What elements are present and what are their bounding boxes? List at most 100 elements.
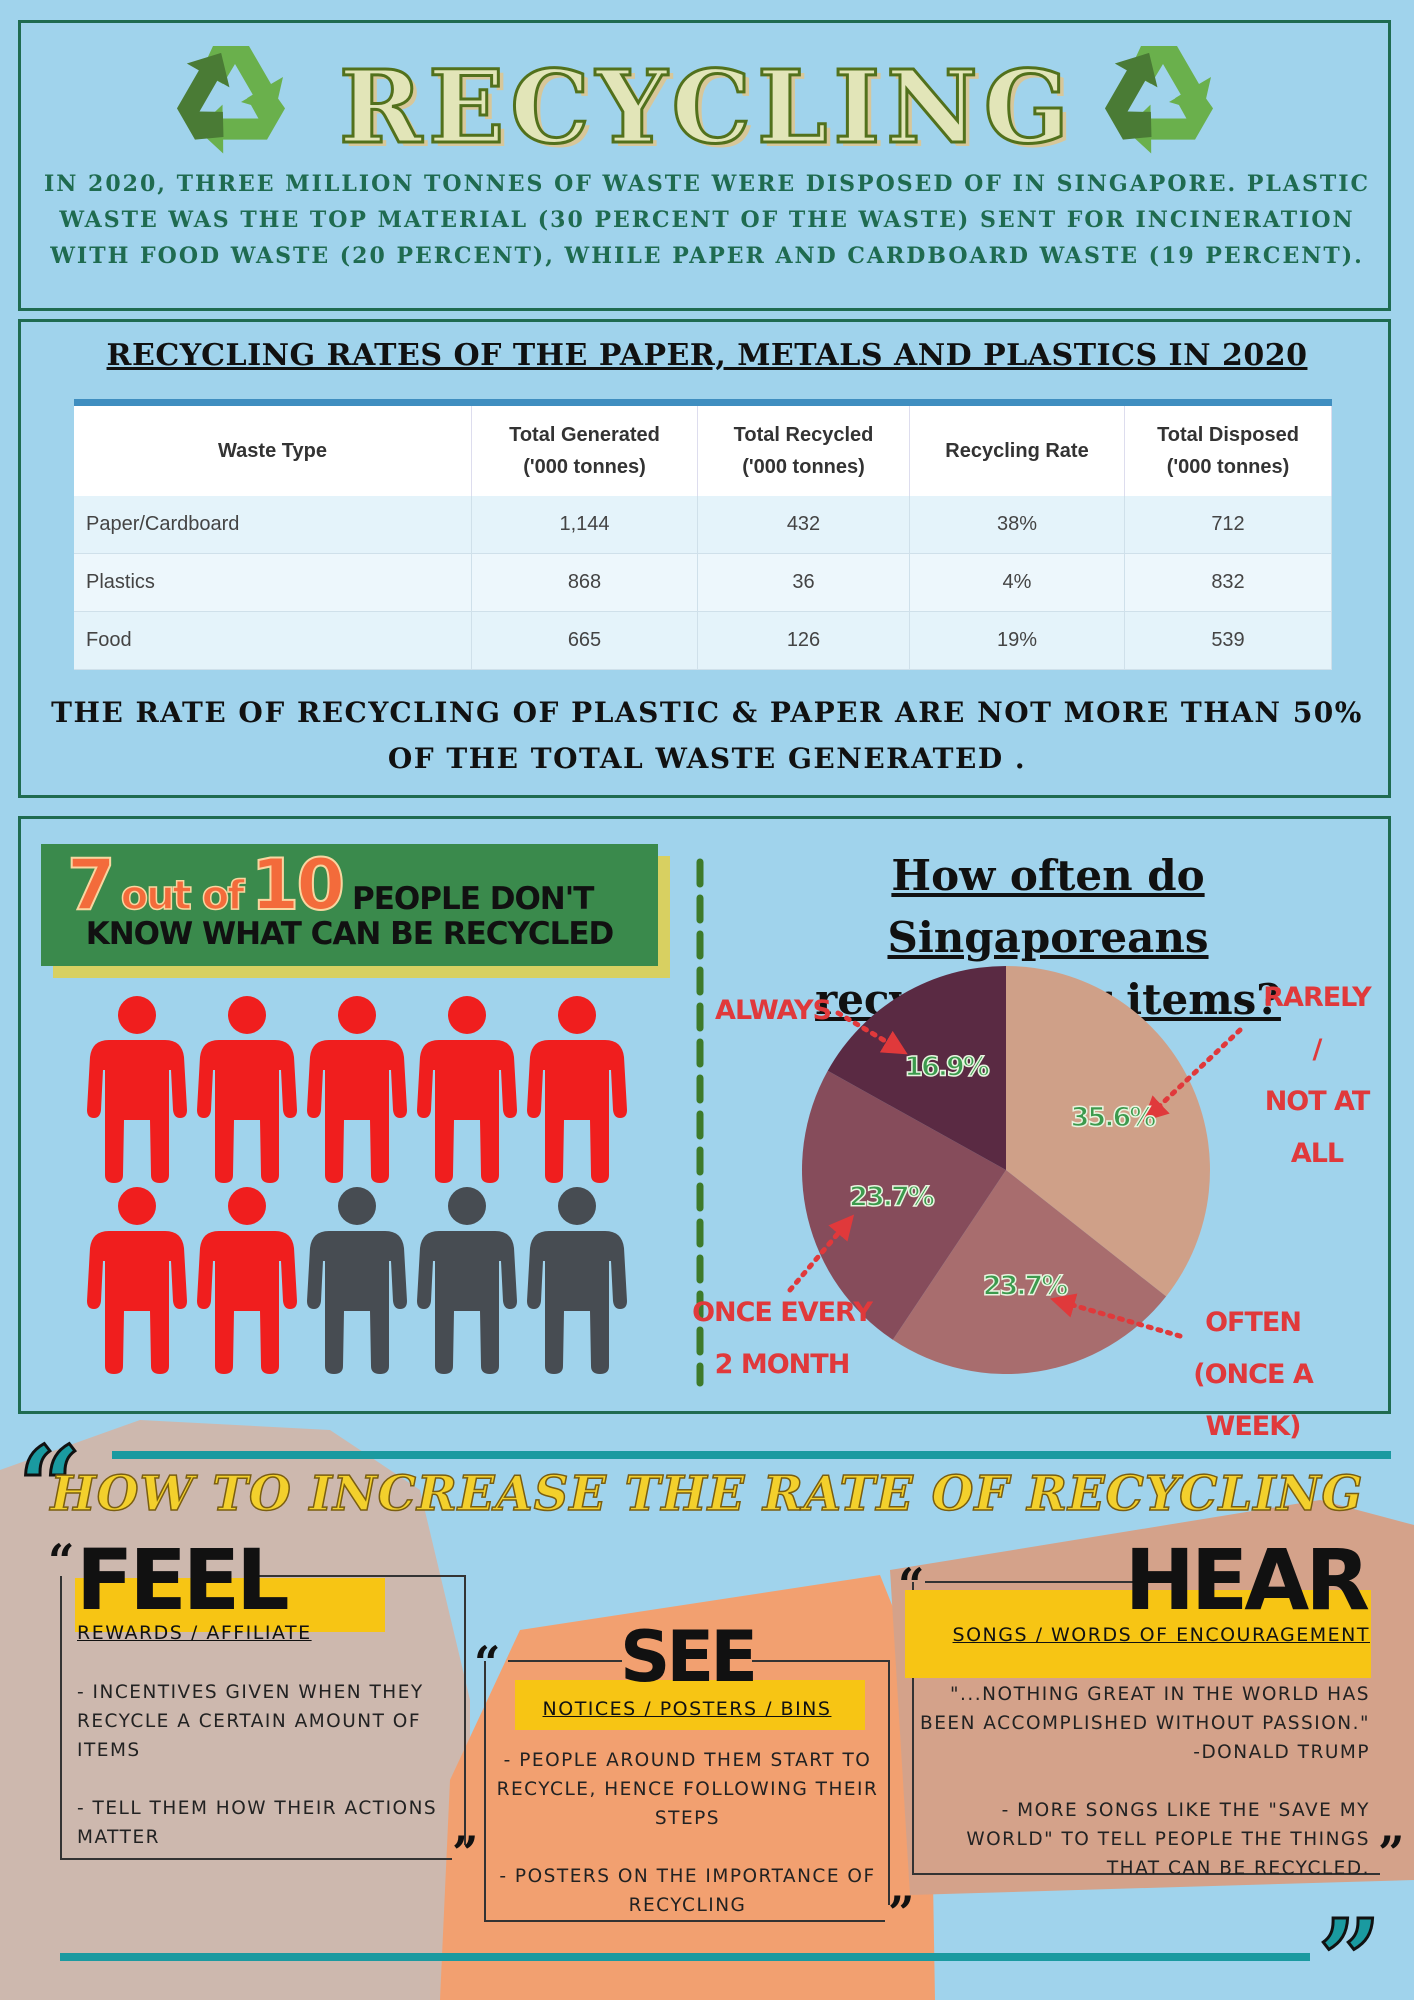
recycling-table: Waste Type Total Generated ('000 tonnes) T…: [74, 399, 1332, 670]
person-body: [527, 1040, 627, 1183]
page-title: RECYCLING: [337, 48, 1076, 166]
table-cell: 665: [471, 611, 698, 670]
header-row: Waste Type Total Generated ('000 tonnes) T…: [74, 402, 1332, 496]
quote-mark: ”: [452, 1826, 479, 1880]
person-head: [338, 1187, 376, 1225]
card-point: - TELL THEM HOW THEIR ACTIONS MATTER: [77, 1798, 438, 1848]
intro-text: IN 2020, THREE MILLION TONNES OF WASTE W…: [43, 171, 1371, 269]
card-subtitle: REWARDS / AFFILIATE: [77, 1622, 312, 1644]
table-cell: 832: [1124, 553, 1332, 612]
person-head: [228, 996, 266, 1034]
person-body: [197, 1231, 297, 1374]
table-cell: 868: [471, 553, 698, 612]
table-cell: Paper/Cardboard: [74, 496, 472, 554]
person-icon: [197, 1187, 297, 1374]
slice-label: 23.7%: [983, 1270, 1069, 1301]
total: 10: [250, 843, 346, 927]
big-quote: “: [16, 1422, 82, 1551]
person-head: [558, 996, 596, 1034]
big-quote: ”: [1316, 1895, 1382, 2000]
card-points: "...NOTHING GREAT IN THE WORLD HAS BEEN …: [910, 1680, 1370, 1912]
pie-slice: [1006, 966, 1210, 1297]
highlight: [905, 1590, 1371, 1678]
person-body: [417, 1231, 517, 1374]
person-body: [417, 1040, 517, 1183]
person-icon: [87, 1187, 187, 1374]
card-frames: [60, 1575, 1380, 1922]
quote-mark: “: [898, 1558, 925, 1612]
card-point: - INCENTIVES GIVEN WHEN THEY RECYCLE A C…: [77, 1682, 424, 1761]
person-head: [118, 1187, 156, 1225]
table-cell: 38%: [909, 496, 1125, 554]
person-head: [118, 996, 156, 1034]
table-row: Plastics 868 36 4% 832: [74, 553, 1332, 612]
pointer-arrows: [787, 1010, 1243, 1339]
banner-text: KNOW WHAT CAN BE RECYCLED: [85, 916, 615, 952]
table-cell: 432: [697, 496, 910, 554]
category-label: ONCE EVERY 2 MONTH: [692, 1297, 873, 1380]
person-icon: [527, 996, 627, 1183]
highlight: [75, 1578, 385, 1632]
table-cell: 4%: [909, 553, 1125, 612]
card-heading: HEAR: [1124, 1531, 1370, 1629]
column-header: Waste Type: [74, 402, 472, 496]
quote-mark: ”: [1378, 1826, 1405, 1880]
person-body: [87, 1231, 187, 1374]
survey-box: [18, 816, 1391, 1414]
slice-label: 35.6%: [1071, 1102, 1157, 1133]
card-point: - MORE SONGS LIKE THE "SAVE MY WORLD" TO…: [966, 1800, 1370, 1879]
person-head: [338, 996, 376, 1034]
pie-chart: 35.6% 23.7% 23.7% 16.9%: [787, 966, 1243, 1374]
banner-text: PEOPLE DON'T: [352, 881, 594, 917]
person-icon: [527, 1187, 627, 1374]
card-points: - INCENTIVES GIVEN WHEN THEY RECYCLE A C…: [77, 1678, 457, 1881]
table-cell: Food: [74, 611, 472, 670]
table-cell: 36: [697, 553, 910, 612]
person-icon: [307, 1187, 407, 1374]
person-icon: [417, 1187, 517, 1374]
table-cell: 1,144: [471, 496, 698, 554]
category-label: RARELY / NOT AT ALL: [1263, 982, 1371, 1169]
person-body: [87, 1040, 187, 1183]
table-cell: 19%: [909, 611, 1125, 670]
column-header: Total Disposed ('000 tonnes): [1124, 402, 1332, 496]
banner: 7 out of 10 PEOPLE DON'T KNOW WHAT CAN BE R…: [41, 843, 658, 966]
person-icon: [87, 996, 187, 1183]
category-label: ALWAYS: [715, 995, 832, 1026]
category-label: OFTEN (ONCE A WEEK): [1193, 1307, 1313, 1442]
person-icon: [417, 996, 517, 1183]
person-body: [197, 1040, 297, 1183]
people-icons: [87, 996, 627, 1374]
out-of: out of: [120, 872, 245, 920]
quote-mark: ”: [888, 1886, 915, 1940]
header-box: [18, 20, 1391, 311]
card-points: - PEOPLE AROUND THEM START TO RECYCLE, H…: [490, 1746, 885, 1949]
card-heading: SEE: [619, 1616, 758, 1698]
person-head: [558, 1187, 596, 1225]
card-point: - POSTERS ON THE IMPORTANCE OF RECYCLING: [499, 1866, 876, 1916]
card-point: - PEOPLE AROUND THEM START TO RECYCLE, H…: [496, 1750, 879, 1829]
tips-title: HOW TO INCREASE THE RATE OF RECYCLING: [50, 1465, 1364, 1523]
person-icon: [307, 996, 407, 1183]
card-subtitle: SONGS / WORDS OF ENCOURAGEMENT: [952, 1624, 1370, 1646]
quote-mark: “: [48, 1534, 75, 1588]
person-body: [307, 1040, 407, 1183]
pie-slice: [827, 966, 1006, 1170]
count: 7: [66, 843, 117, 927]
table-head: Waste Type Total Generated ('000 tonnes) T…: [74, 402, 1332, 496]
feel-blob: [0, 1420, 470, 2000]
slice-label: 23.7%: [849, 1181, 935, 1212]
card-subtitle: NOTICES / POSTERS / BINS: [542, 1698, 832, 1720]
banner-line: 7 out of 10 PEOPLE DON'T: [66, 843, 594, 927]
person-head: [228, 1187, 266, 1225]
column-header: Total Recycled ('000 tonnes): [697, 402, 910, 496]
table-row: Food 665 126 19% 539: [74, 611, 1332, 670]
table-box: [18, 319, 1391, 798]
table-row: Paper/Cardboard 1,144 432 38% 712: [74, 496, 1332, 554]
table-body: Paper/Cardboard 1,144 432 38% 712 Plastics 868…: [74, 496, 1332, 670]
card-point: "...NOTHING GREAT IN THE WORLD HAS BEEN …: [920, 1684, 1370, 1763]
person-head: [448, 996, 486, 1034]
table-cell: 539: [1124, 611, 1332, 670]
person-body: [527, 1231, 627, 1374]
